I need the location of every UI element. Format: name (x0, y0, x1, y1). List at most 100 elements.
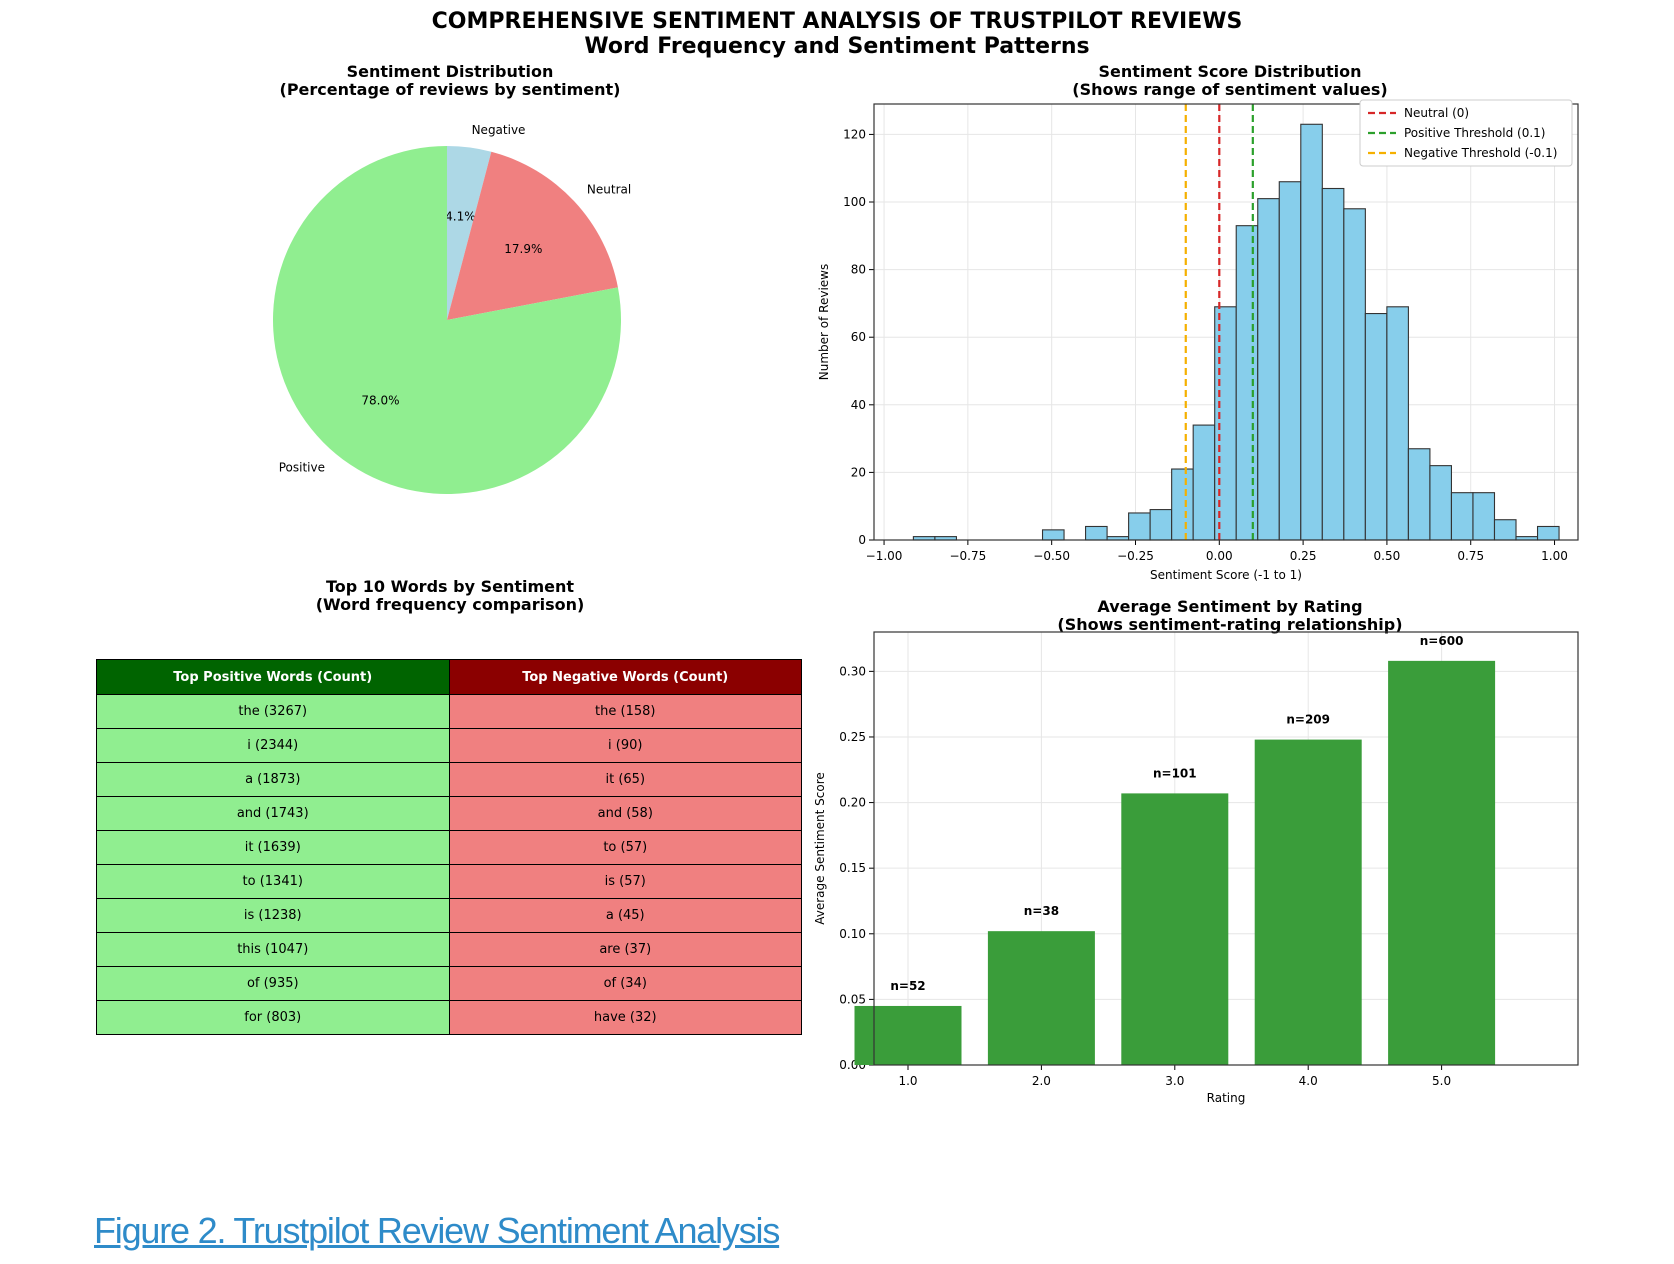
hist-bar (1364, 313, 1388, 541)
hist-y-tick-label: 0 (858, 533, 866, 547)
bar-y-tick-label: 0.10 (839, 927, 866, 941)
sentiment-histogram: −1.00 −0.75 −0.50 −0.25 0.00 0.25 0.50 0.75 1.00… (817, 99, 1579, 582)
rating-bar-count-label: n=38 (1024, 904, 1059, 918)
hist-legend-label: Positive Threshold (0.1) (1404, 126, 1545, 140)
top-words-table: Top Positive Words (Count) Top Negative … (96, 659, 802, 1035)
pie-title-line1: Sentiment Distribution (346, 62, 554, 81)
rating-chart-title-line1: Average Sentiment by Rating (1097, 597, 1363, 616)
figure-subtitle: Word Frequency and Sentiment Patterns (584, 34, 1090, 59)
hist-bar (1149, 509, 1173, 541)
bar-y-tick-label: 0.05 (839, 992, 866, 1006)
positive-words-header: Top Positive Words (Count) (96, 659, 450, 695)
hist-bar (1343, 208, 1366, 541)
hist-x-axis-label: Sentiment Score (-1 to 1) (1150, 568, 1302, 582)
table-row: it (1639) to (57) (96, 830, 802, 865)
histogram-title-line1: Sentiment Score Distribution (1098, 62, 1362, 81)
hist-bar (1257, 198, 1280, 541)
rating-chart-title-line2: (Shows sentiment-rating relationship) (1057, 615, 1403, 634)
table-title: Top 10 Words by Sentiment (Word frequenc… (200, 578, 700, 614)
hist-y-axis-label: Number of Reviews (817, 264, 831, 380)
hist-x-tick-label: 0.00 (1206, 549, 1233, 563)
positive-word-cell: it (1639) (96, 830, 450, 865)
hist-y-tick-label: 120 (843, 127, 866, 141)
rating-bar (1388, 660, 1496, 1065)
positive-word-cell: and (1743) (96, 796, 450, 831)
table-row: and (1743) and (58) (96, 796, 802, 831)
figure-caption[interactable]: Figure 2. Trustpilot Review Sentiment An… (94, 1210, 780, 1251)
hist-x-tick-label: 0.50 (1374, 549, 1401, 563)
table-row: this (1047) are (37) (96, 932, 802, 967)
table-header-row: Top Positive Words (Count) Top Negative … (96, 659, 802, 695)
hist-bar (1214, 306, 1237, 541)
pie-slice-negative (447, 146, 492, 320)
table-body: the (3267) the (158) i (2344) i (90) a (1873… (96, 694, 802, 1035)
hist-x-tick-label: −0.25 (1117, 549, 1154, 563)
hist-y-tick-label: 20 (851, 465, 866, 479)
hist-bar (1278, 181, 1302, 541)
pie-title: Sentiment Distribution (Percentage of re… (200, 63, 700, 99)
rating-bar-count-label: n=209 (1286, 713, 1330, 727)
hist-bar (1536, 525, 1560, 541)
hist-x-tick-label: 0.25 (1290, 549, 1317, 563)
bar-x-tick-label: 2.0 (1032, 1074, 1051, 1088)
hist-x-tick-label: −0.50 (1033, 549, 1070, 563)
negative-word-cell: of (34) (448, 966, 802, 1001)
positive-word-cell: to (1341) (96, 864, 450, 899)
bar-y-tick-label: 0.20 (839, 796, 866, 810)
pie-category-label-negative: Negative (472, 123, 526, 137)
negative-word-cell: a (45) (448, 898, 802, 933)
hist-bar (1041, 529, 1065, 541)
negative-word-cell: have (32) (448, 1000, 802, 1035)
hist-bar (1085, 525, 1108, 541)
histogram-title-line2: (Shows range of sentiment values) (1072, 80, 1388, 99)
hist-bar (1493, 519, 1517, 541)
hist-bar (1407, 448, 1431, 541)
negative-word-cell: are (37) (448, 932, 802, 967)
hist-legend-label: Negative Threshold (-0.1) (1404, 146, 1557, 160)
hist-bar (1321, 187, 1345, 541)
pie-percent-label-positive: 78.0% (361, 393, 399, 407)
positive-word-cell: this (1047) (96, 932, 450, 967)
hist-y-tick-label: 40 (851, 398, 866, 412)
hist-x-tick-label: 0.75 (1457, 549, 1484, 563)
bar-y-tick-label: 0.30 (839, 664, 866, 678)
negative-word-cell: to (57) (448, 830, 802, 865)
negative-words-header: Top Negative Words (Count) (448, 659, 802, 695)
rating-chart-title: Average Sentiment by Rating (Shows senti… (1000, 598, 1460, 634)
positive-word-cell: for (803) (96, 1000, 450, 1035)
hist-bar (1171, 468, 1194, 541)
pie-slice-neutral (447, 151, 618, 320)
hist-bar (1472, 492, 1496, 541)
table-row: the (3267) the (158) (96, 694, 802, 729)
hist-legend: Neutral (0) Positive Threshold (0.1) Negat… (1359, 99, 1573, 167)
figure-title: COMPREHENSIVE SENTIMENT ANALYSIS OF TRUS… (431, 9, 1243, 34)
bar-y-tick-label: 0.25 (839, 730, 866, 744)
hist-legend-label: Neutral (0) (1404, 106, 1469, 120)
hist-bar (1450, 492, 1474, 541)
rating-bar (1121, 793, 1229, 1065)
hist-plot-frame (873, 103, 1579, 541)
bar-x-tick-label: 1.0 (898, 1074, 917, 1088)
hist-bar (1386, 306, 1409, 541)
pie-title-line2: (Percentage of reviews by sentiment) (279, 80, 621, 99)
pie-percent-label-neutral: 17.9% (504, 242, 542, 256)
negative-word-cell: and (58) (448, 796, 802, 831)
negative-word-cell: the (158) (448, 694, 802, 729)
hist-y-tick-label: 100 (843, 195, 866, 209)
hist-x-tick-label: −1.00 (866, 549, 903, 563)
rating-bar-count-label: n=52 (890, 979, 925, 993)
table-row: i (2344) i (90) (96, 728, 802, 763)
hist-bar (1192, 424, 1216, 541)
hist-y-tick-label: 80 (851, 263, 866, 277)
table-row: is (1238) a (45) (96, 898, 802, 933)
table-row: of (935) of (34) (96, 966, 802, 1001)
hist-bar (1429, 465, 1452, 541)
hist-x-tick-label: 1.00 (1541, 549, 1568, 563)
negative-word-cell: i (90) (448, 728, 802, 763)
table-row: to (1341) is (57) (96, 864, 802, 899)
bar-y-tick-label: 0.15 (839, 861, 866, 875)
hist-y-tick-label: 60 (851, 330, 866, 344)
rating-bar (1254, 739, 1362, 1065)
negative-word-cell: is (57) (448, 864, 802, 899)
bar-x-tick-label: 3.0 (1165, 1074, 1184, 1088)
